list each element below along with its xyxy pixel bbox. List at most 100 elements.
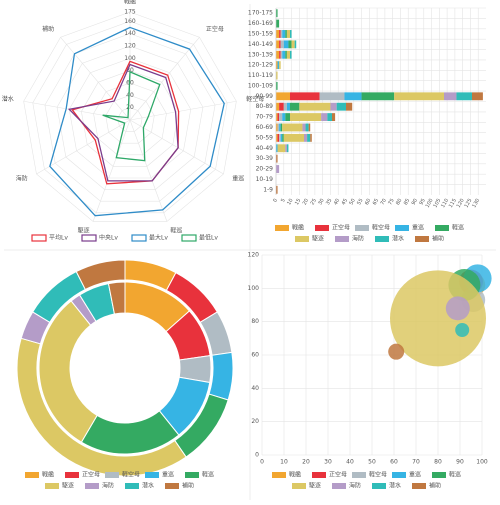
x-tick-label: 75 [387,198,395,207]
bar-segment [319,92,345,101]
bar-segment [282,30,286,38]
legend-swatch [81,234,97,242]
legend-label: 軽空母 [372,224,390,232]
legend-swatch [435,225,449,231]
bar-segment [304,133,308,142]
x-tick-label: 20 [302,198,310,207]
legend-label: 潜水 [392,235,404,243]
legend-label: 軽巡 [202,471,214,479]
bar-segment [290,50,292,59]
y-tick-label: 1-9 [263,186,273,193]
x-tick-label: 120 [456,198,466,209]
x-tick-label: 100 [476,459,488,466]
bar-segment [277,113,280,122]
y-tick-label: 90-99 [256,93,274,100]
bar-segment [282,113,286,122]
bar-segment [277,123,280,132]
bar-segment [444,92,457,101]
legend-swatch [145,472,159,478]
y-tick-label: 60-69 [256,124,274,131]
axis-label: 潜水 [2,95,14,103]
legend-label: 軽空母 [122,471,140,479]
y-tick-label: 170-175 [248,10,273,17]
y-tick-label: 150-159 [248,30,273,37]
x-tick-label: 50 [368,459,376,466]
bar-segment [283,40,289,49]
grid-ring [23,11,237,222]
bar-segment [286,102,290,111]
bar-segment [276,50,280,59]
y-tick-label: 100-109 [248,82,273,89]
y-tick-label: 100 [248,285,260,292]
y-tick-label: 120-129 [248,62,273,69]
bar-segment [302,123,306,132]
legend-label: 最大Lv [149,234,168,242]
legend-label: 戦艦 [42,471,54,479]
x-tick-label: 60 [390,459,398,466]
y-tick-label: 20 [251,418,259,425]
legend-label: 正空母 [82,471,100,479]
x-tick-label: 10 [286,198,294,207]
x-tick-label: 0 [260,459,264,466]
legend-label: 海防 [352,235,364,243]
legend-label: 海防 [349,482,361,490]
grid-ring [117,107,143,132]
legend-label: 駆逐 [312,235,324,243]
x-tick-label: 5 [280,198,287,204]
x-tick-label: 125 [464,198,474,209]
legend-swatch [25,472,39,478]
legend-swatch [165,483,179,489]
grid-ring [105,94,155,144]
donut-slice [107,281,126,315]
spoke [36,119,131,175]
legend-label: 最低Lv [199,234,218,242]
x-tick-label: 85 [403,198,411,207]
legend-swatch [312,472,326,478]
bar-segment [307,133,311,142]
legend-label: 補助 [429,482,441,490]
bar-segment [276,154,278,163]
bar-segment [361,92,395,101]
bar-segment [336,102,346,111]
legend-label: 駆逐 [62,482,74,490]
legend-swatch [415,236,429,242]
bubble [388,343,405,360]
y-tick-label: 60 [251,352,259,359]
legend-label: 正空母 [332,224,350,232]
radar-line [71,60,180,185]
legend-label: 戦艦 [292,224,304,232]
bar-segment [276,9,278,18]
bar-segment [286,144,289,153]
bar-segment [310,133,312,142]
y-tick-label: 120 [248,252,260,259]
bar-segment [282,123,303,132]
axis-label: 戦艦 [124,0,136,6]
spoke [60,37,131,121]
bar-segment [330,102,337,111]
legend-label: 潜水 [142,482,154,490]
legend-label: 重巡 [409,471,421,479]
bar-segment [290,30,292,38]
bar-segment [276,61,278,70]
legend-swatch [292,483,306,489]
x-tick-label: 45 [341,198,349,207]
legend-swatch [372,483,386,489]
legend-label: 正空母 [329,471,347,479]
y-tick-label: 130-139 [248,51,273,58]
bar-segment [279,113,283,122]
y-tick-label: 110-119 [248,72,273,79]
bar-segment [279,133,281,142]
legend-swatch [105,472,119,478]
y-tick-label: 80 [251,318,259,325]
legend-label: 軽巡 [449,471,461,479]
y-tick-label: 140-149 [248,41,273,48]
axis-label: 軽空母 [246,95,264,103]
donut-slice [75,259,126,291]
legend-label: 補助 [432,235,444,243]
y-tick-label: 10-19 [256,176,274,183]
y-tick-label: 50-59 [256,134,274,141]
legend-swatch [375,236,389,242]
legend-swatch [432,472,446,478]
bar-segment [276,123,278,132]
bar-segment [299,102,331,111]
